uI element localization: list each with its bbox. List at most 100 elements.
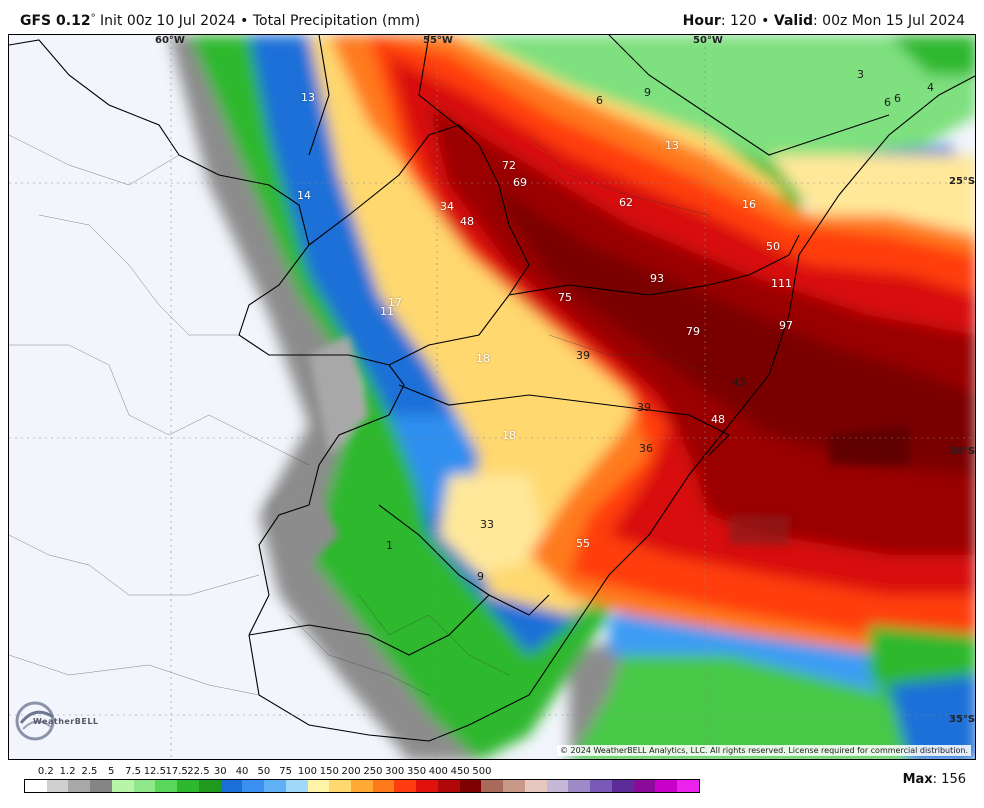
valid-value: : 00z Mon 15 Jul 2024 <box>813 13 965 29</box>
max-label: Max <box>902 772 933 787</box>
legend-tick-label: 5 <box>108 766 115 777</box>
legend-tick-label: 150 <box>319 766 339 777</box>
legend-swatch <box>437 780 460 792</box>
value-label: 14 <box>297 189 311 202</box>
value-label: 93 <box>650 272 664 285</box>
hour-value: : 120 • <box>720 13 774 29</box>
legend-swatch <box>351 780 373 792</box>
legend-tick-label: 1.2 <box>59 766 76 777</box>
init-description: Init 00z 10 Jul 2024 • Total Precipitati… <box>95 13 421 29</box>
legend-swatch <box>394 780 417 792</box>
legend-tick-label: 0.2 <box>37 766 54 777</box>
hour-label: Hour <box>682 13 721 29</box>
valid-time: Hour: 120 • Valid: 00z Mon 15 Jul 2024 <box>683 13 965 29</box>
value-label: 16 <box>742 198 756 211</box>
legend-swatch <box>25 780 47 792</box>
value-label: 6 <box>884 96 891 109</box>
value-label: 1 <box>386 539 393 552</box>
value-label: 50 <box>766 240 780 253</box>
legend-swatch <box>285 780 308 792</box>
legend-swatch <box>264 780 286 792</box>
value-label: 4 <box>927 81 934 94</box>
legend-swatch <box>90 780 112 792</box>
value-label: 39 <box>576 349 590 362</box>
legend-swatch <box>611 780 634 792</box>
legend-tick-label: 200 <box>341 766 361 777</box>
logo-text: WeatherBELL <box>33 717 99 726</box>
legend-swatch <box>590 780 612 792</box>
legend-swatch <box>177 780 199 792</box>
value-label: 33 <box>480 518 494 531</box>
value-label: 6 <box>894 92 901 105</box>
legend-swatch <box>198 780 221 792</box>
value-label: 18 <box>502 429 516 442</box>
lat-35s-label: 35°S <box>949 714 976 725</box>
lon-55w-label: 55°W <box>423 35 453 46</box>
legend-tick-label: 2.5 <box>81 766 98 777</box>
legend-swatch <box>155 780 178 792</box>
legend-tick-label: 400 <box>428 766 448 777</box>
legend-tick-label: 40 <box>235 766 249 777</box>
valid-label: Valid <box>773 13 814 29</box>
legend-tick-label: 17.5 <box>165 766 188 777</box>
value-label: 6 <box>596 94 603 107</box>
legend-swatch <box>329 780 352 792</box>
value-label: 97 <box>779 319 793 332</box>
legend-swatch <box>459 780 482 792</box>
legend-tick-label: 50 <box>257 766 271 777</box>
lat-25s-label: 25°S <box>949 176 976 187</box>
legend-tick-label: 450 <box>450 766 470 777</box>
legend-tick-label: 350 <box>406 766 427 777</box>
precip-legend: 0.2 1.2 2.5 5 7.5 12.5 17.5 22.5 30 40 50 75 100 150 2… <box>24 766 700 794</box>
value-label: 13 <box>665 139 679 152</box>
value-label: 79 <box>686 325 700 338</box>
value-label: 72 <box>502 159 516 172</box>
legend-swatch <box>68 780 91 792</box>
legend-swatch <box>242 780 265 792</box>
legend-swatch <box>133 780 156 792</box>
value-label: 9 <box>477 570 484 583</box>
precipitation-field <box>9 35 975 759</box>
legend-swatch <box>307 780 330 792</box>
legend-tick-label: 250 <box>363 766 383 777</box>
value-label: 36 <box>639 442 653 455</box>
legend-swatch <box>677 780 699 792</box>
legend-swatch <box>568 780 591 792</box>
value-label: 62 <box>619 196 633 209</box>
legend-swatch <box>416 780 438 792</box>
legend-swatch <box>633 780 656 792</box>
value-label: 75 <box>558 291 572 304</box>
value-label: 18 <box>476 352 490 365</box>
legend-swatch <box>372 780 395 792</box>
value-label: 48 <box>460 215 474 228</box>
lat-30s-label: 30°S <box>949 446 976 457</box>
precipitation-map: 60°W 55°W 50°W 25°S 30°S 35°S 13 14 17 1… <box>8 34 976 760</box>
legend-colorbar <box>24 779 700 793</box>
value-label: 43 <box>732 376 746 389</box>
legend-swatch <box>46 780 69 792</box>
legend-tick-label: 300 <box>385 766 405 777</box>
legend-swatch <box>524 780 547 792</box>
legend-tick-label: 12.5 <box>143 766 166 777</box>
value-label: 17 <box>388 296 402 309</box>
legend-tick-label: 7.5 <box>125 766 141 777</box>
legend-tick-label: 100 <box>297 766 318 777</box>
max-number: : 156 <box>932 772 966 787</box>
legend-tick-label: 22.5 <box>187 766 210 777</box>
value-label: 48 <box>711 413 725 426</box>
value-label: 111 <box>771 277 792 290</box>
value-label: 11 <box>380 305 394 318</box>
legend-tick-label: 75 <box>279 766 293 777</box>
max-value: Max: 156 <box>903 772 966 787</box>
lon-50w-label: 50°W <box>693 35 723 46</box>
legend-swatch <box>111 780 134 792</box>
value-label: 39 <box>637 401 651 414</box>
degree-symbol: ° <box>90 13 96 24</box>
value-label: 3 <box>857 68 864 81</box>
legend-swatch <box>503 780 525 792</box>
map-title: GFS 0.12° Init 00z 10 Jul 2024 • Total P… <box>20 13 420 29</box>
legend-swatch <box>546 780 569 792</box>
legend-swatch <box>481 780 504 792</box>
value-label: 69 <box>513 176 527 189</box>
legend-swatch <box>220 780 243 792</box>
